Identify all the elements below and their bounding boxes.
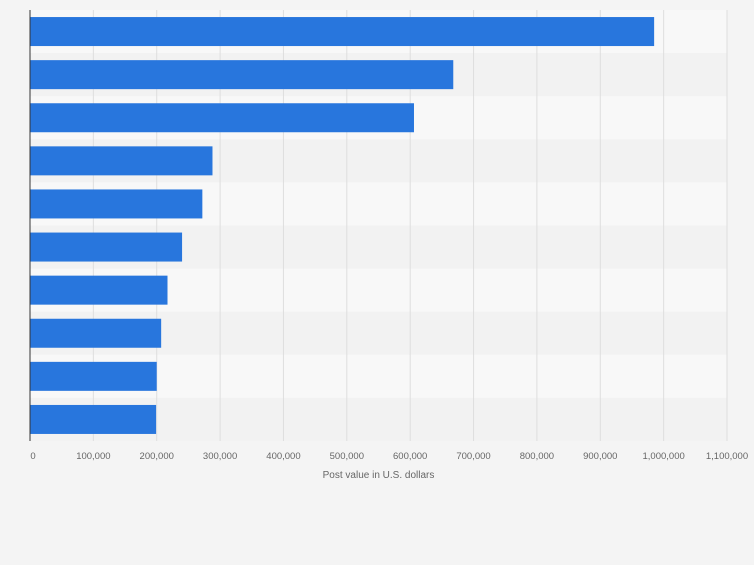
x-tick-label: 800,000 [520,451,554,462]
x-tick-label: 0 [30,451,35,462]
bars [30,17,655,434]
x-tick-label: 600,000 [393,451,427,462]
x-tick-label: 100,000 [76,451,110,462]
x-tick-labels: 0 100,000 200,000 300,000 400,000 500,000 600,… [30,451,748,462]
bar[interactable] [30,404,157,434]
bar[interactable] [30,232,183,262]
x-tick-label: 400,000 [266,451,300,462]
bar[interactable] [30,318,162,348]
x-tick-label: 500,000 [330,451,364,462]
bar[interactable] [30,103,414,133]
bar[interactable] [30,146,213,176]
x-tick-label: 900,000 [583,451,617,462]
x-tick-label: 300,000 [203,451,237,462]
x-axis-label: Post value in U.S. dollars [323,470,435,481]
x-tick-label: 700,000 [456,451,490,462]
bar[interactable] [30,60,454,90]
x-tick-label: 1,100,000 [706,451,748,462]
x-tick-label: 200,000 [140,451,174,462]
bar[interactable] [30,17,655,47]
x-tick-label: 1,000,000 [643,451,685,462]
bar[interactable] [30,189,203,219]
bar[interactable] [30,275,168,305]
bar[interactable] [30,361,157,391]
